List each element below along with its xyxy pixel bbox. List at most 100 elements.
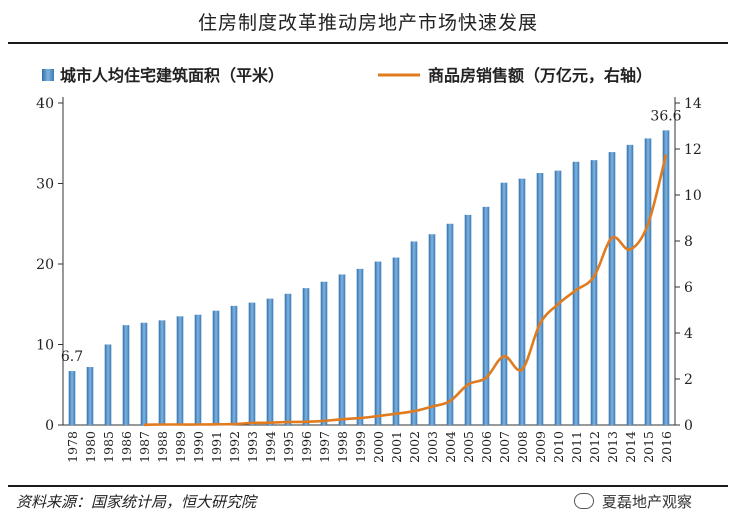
x-tick-label: 1978 [65,431,80,463]
left-tick-label: 20 [36,257,54,273]
bar [302,288,310,425]
x-tick-label: 2009 [533,431,548,463]
x-tick-label: 1992 [227,431,242,463]
top-rule [8,42,728,44]
watermark-text: 夏磊地产观察 [602,493,693,511]
x-tick-label: 1998 [335,431,350,463]
x-tick-label: 2003 [425,431,440,463]
bar [338,274,346,425]
bar [518,178,526,425]
legend-bar-swatch [42,69,54,81]
right-tick-label: 10 [684,188,702,204]
x-tick-label: 2006 [479,431,494,463]
bar [536,173,544,425]
bar [194,314,202,425]
bar [284,293,292,425]
chart-title: 住房制度改革推动房地产市场快速发展 [197,12,538,34]
bar [662,130,670,425]
left-tick-label: 40 [36,96,54,112]
line-series [143,154,668,427]
x-tick-label: 1990 [191,431,206,463]
right-tick-label: 12 [684,142,702,158]
bar [212,310,220,425]
x-tick-label: 1999 [353,431,368,463]
bar [68,371,76,425]
chart-axes: 0 10 20 30 40 0 2 4 6 8 10 12 14 [36,96,702,434]
bar-series [68,130,670,426]
bar [176,316,184,425]
bar [446,223,454,425]
bar [158,320,166,425]
right-tick-label: 2 [684,372,693,388]
sales-line [143,154,668,427]
bar [554,170,562,425]
wechat-icon [574,493,594,509]
bar [500,182,508,425]
left-tick-label: 30 [36,177,54,193]
bar [572,161,580,425]
x-tick-label: 1994 [263,431,278,463]
right-tick-label: 4 [684,326,693,342]
x-tick-label: 1997 [317,431,332,463]
right-tick-label: 6 [684,280,693,296]
x-tick-label: 1989 [173,431,188,463]
x-tick-label: 2013 [605,431,620,463]
x-tick-label: 1991 [209,431,224,463]
right-tick-label: 14 [684,96,702,112]
right-tick-label: 0 [684,418,693,434]
bar [392,257,400,425]
x-tick-label: 2000 [371,431,386,463]
x-tick-label: 2008 [515,431,530,463]
bar [410,241,418,425]
legend-bar-label: 城市人均住宅建筑面积（平米） [60,66,284,85]
x-tick-label: 2016 [659,431,674,463]
bar [356,268,364,425]
x-tick-label: 2007 [497,431,512,463]
x-tick-label: 1988 [155,431,170,463]
x-tick-label: 2002 [407,431,422,463]
right-tick-label: 8 [684,234,693,250]
x-tick-labels: 1978 1980 1985 1986 1987 1988 1989 1990 1991 1992… [65,431,674,463]
legend-line-label: 商品房销售额（万亿元，右轴） [428,66,652,85]
bar [86,367,94,425]
x-tick-label: 2012 [587,431,602,463]
bar [626,144,634,426]
bar [482,206,490,425]
x-tick-label: 2014 [623,431,638,463]
bar [266,298,274,425]
bar [644,138,652,426]
x-tick-label: 1987 [137,431,152,463]
x-tick-label: 2001 [389,431,404,463]
legend: 城市人均住宅建筑面积（平米） 商品房销售额（万亿元，右轴） [42,66,652,85]
source-note: 资料来源：国家统计局，恒大研究院 [16,493,257,511]
chart-canvas: 城市人均住宅建筑面积（平米） 商品房销售额（万亿元，右轴） 01020304002… [36,66,702,463]
bottom-rule [8,485,728,487]
x-tick-label: 1995 [281,431,296,463]
bar [464,214,472,425]
bar-data-label: 36.6 [650,108,681,124]
bar [248,302,256,425]
left-tick-label: 10 [36,338,54,354]
x-tick-label: 2015 [641,431,656,463]
x-tick-label: 1996 [299,431,314,463]
bar [374,261,382,425]
x-tick-label: 1993 [245,431,260,463]
x-tick-label: 1980 [83,431,98,463]
bar [230,305,238,425]
watermark: 夏磊地产观察 [574,491,692,512]
x-tick-label: 1985 [101,431,116,463]
bar [122,325,130,425]
bar [428,234,436,425]
bar [140,322,148,425]
x-tick-label: 2010 [551,431,566,463]
bar [104,344,112,425]
left-tick-label: 0 [45,418,54,434]
x-tick-label: 2004 [443,431,458,463]
bar [320,281,328,425]
x-tick-label: 2005 [461,431,476,463]
data-labels: 6.7 36.6 [61,108,682,365]
bar [608,152,616,426]
x-tick-label: 1986 [119,431,134,463]
bar-data-label: 6.7 [61,349,83,365]
x-tick-label: 2011 [569,431,584,463]
